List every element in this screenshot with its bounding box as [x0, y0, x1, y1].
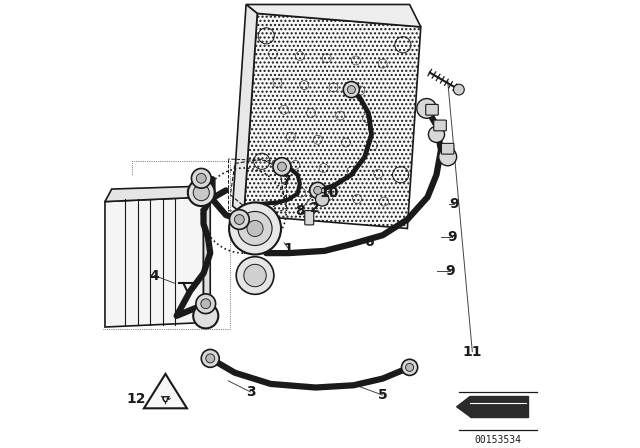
Circle shape	[196, 294, 216, 314]
Text: 5: 5	[378, 388, 388, 402]
Text: 7: 7	[282, 174, 291, 189]
Circle shape	[201, 299, 211, 309]
Circle shape	[247, 220, 263, 237]
Text: 12: 12	[127, 392, 146, 406]
Text: 10: 10	[319, 185, 339, 200]
Polygon shape	[233, 4, 257, 215]
FancyBboxPatch shape	[305, 211, 314, 225]
Circle shape	[454, 84, 464, 95]
Circle shape	[401, 359, 418, 375]
Text: 1: 1	[284, 241, 294, 256]
Text: 9: 9	[445, 264, 455, 278]
Polygon shape	[244, 13, 421, 228]
FancyBboxPatch shape	[434, 120, 446, 131]
Text: 3: 3	[246, 385, 255, 399]
Circle shape	[417, 99, 436, 118]
Circle shape	[193, 303, 218, 328]
Text: 9: 9	[449, 197, 460, 211]
Polygon shape	[457, 396, 470, 417]
Circle shape	[188, 179, 215, 206]
Circle shape	[196, 173, 206, 183]
Circle shape	[406, 363, 413, 371]
Text: 00153534: 00153534	[474, 435, 522, 445]
Circle shape	[201, 349, 219, 367]
Polygon shape	[105, 197, 204, 327]
Text: 2: 2	[310, 201, 319, 215]
Circle shape	[206, 354, 215, 363]
Circle shape	[273, 158, 291, 176]
Circle shape	[310, 182, 326, 198]
Circle shape	[316, 193, 329, 206]
Circle shape	[236, 257, 274, 294]
Circle shape	[238, 211, 272, 246]
Circle shape	[229, 202, 281, 254]
Polygon shape	[470, 396, 529, 417]
Circle shape	[439, 148, 457, 166]
Polygon shape	[105, 186, 210, 202]
Circle shape	[244, 264, 266, 287]
Circle shape	[343, 82, 360, 98]
Polygon shape	[144, 374, 187, 408]
Text: 4: 4	[149, 268, 159, 283]
FancyBboxPatch shape	[442, 143, 454, 154]
Circle shape	[428, 126, 445, 142]
Circle shape	[193, 185, 209, 201]
Text: 9: 9	[447, 230, 457, 245]
Circle shape	[234, 215, 244, 224]
Polygon shape	[246, 4, 421, 27]
Circle shape	[230, 210, 249, 229]
Text: ⟳: ⟳	[162, 395, 171, 405]
Polygon shape	[204, 186, 210, 323]
Circle shape	[278, 162, 287, 171]
FancyBboxPatch shape	[426, 104, 438, 115]
Circle shape	[191, 168, 211, 188]
Circle shape	[314, 186, 322, 194]
Text: 11: 11	[463, 345, 482, 359]
Text: 6: 6	[364, 235, 374, 249]
Circle shape	[348, 86, 355, 94]
Text: 8: 8	[295, 203, 305, 218]
